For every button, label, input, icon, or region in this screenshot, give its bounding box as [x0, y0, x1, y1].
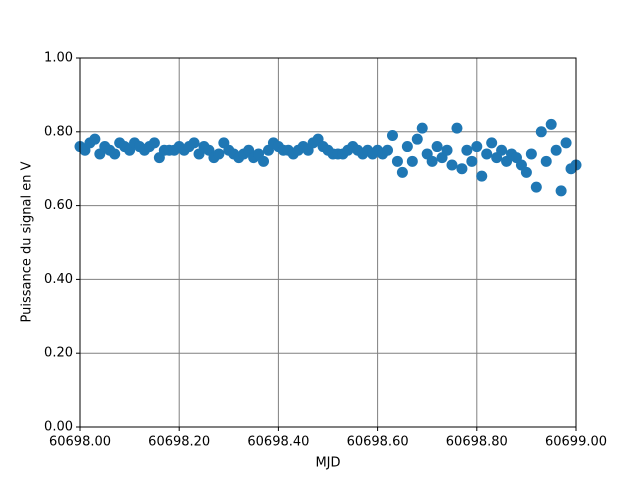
- point: [382, 144, 394, 156]
- y-tick-label: 0.20: [44, 346, 73, 361]
- y-tick-label: 0.40: [44, 272, 73, 287]
- point: [530, 181, 542, 193]
- point: [451, 122, 463, 134]
- x-tick-label: 60698.60: [347, 435, 409, 450]
- y-tick-label: 0.80: [44, 124, 73, 139]
- point: [109, 148, 121, 160]
- point: [213, 148, 225, 160]
- y-tick-label: 0.60: [44, 198, 73, 213]
- point: [461, 144, 473, 156]
- y-axis-label: Puissance du signal en V: [20, 161, 35, 322]
- x-tick-label: 60699.00: [545, 435, 607, 450]
- point: [481, 148, 493, 160]
- point: [406, 155, 418, 167]
- axes-layer: 0.00 0.20 0.40 0.60 0.80 1.00 60698.00 60698.20…: [44, 51, 607, 450]
- plot-frame: [79, 57, 577, 428]
- y-tick-label: 1.00: [44, 51, 73, 66]
- point: [555, 185, 567, 197]
- point: [391, 155, 403, 167]
- point: [431, 141, 443, 153]
- x-tick-label: 60698.20: [148, 435, 210, 450]
- point: [446, 159, 458, 171]
- point: [545, 118, 557, 130]
- point: [560, 137, 572, 149]
- point: [188, 137, 200, 149]
- point: [426, 155, 438, 167]
- point: [456, 163, 468, 175]
- point: [386, 129, 398, 141]
- y-tick-label: 0.00: [44, 420, 73, 435]
- x-axis-label: MJD: [315, 456, 340, 471]
- grid-layer: [79, 57, 577, 428]
- x-tick-label: 60698.00: [49, 435, 111, 450]
- x-tick-label: 60698.80: [446, 435, 508, 450]
- marks-layer: [74, 118, 582, 197]
- point: [525, 148, 537, 160]
- point: [148, 137, 160, 149]
- point: [496, 144, 508, 156]
- point: [401, 141, 413, 153]
- point: [411, 133, 423, 145]
- point: [89, 133, 101, 145]
- point: [476, 170, 488, 182]
- x-tick-label: 60698.40: [247, 435, 309, 450]
- point: [520, 166, 532, 178]
- point: [416, 122, 428, 134]
- point: [486, 137, 498, 149]
- point: [550, 144, 562, 156]
- point: [396, 166, 408, 178]
- point: [535, 126, 547, 138]
- point: [258, 155, 270, 167]
- point: [540, 155, 552, 167]
- point: [441, 144, 453, 156]
- point: [466, 155, 478, 167]
- point: [471, 141, 483, 153]
